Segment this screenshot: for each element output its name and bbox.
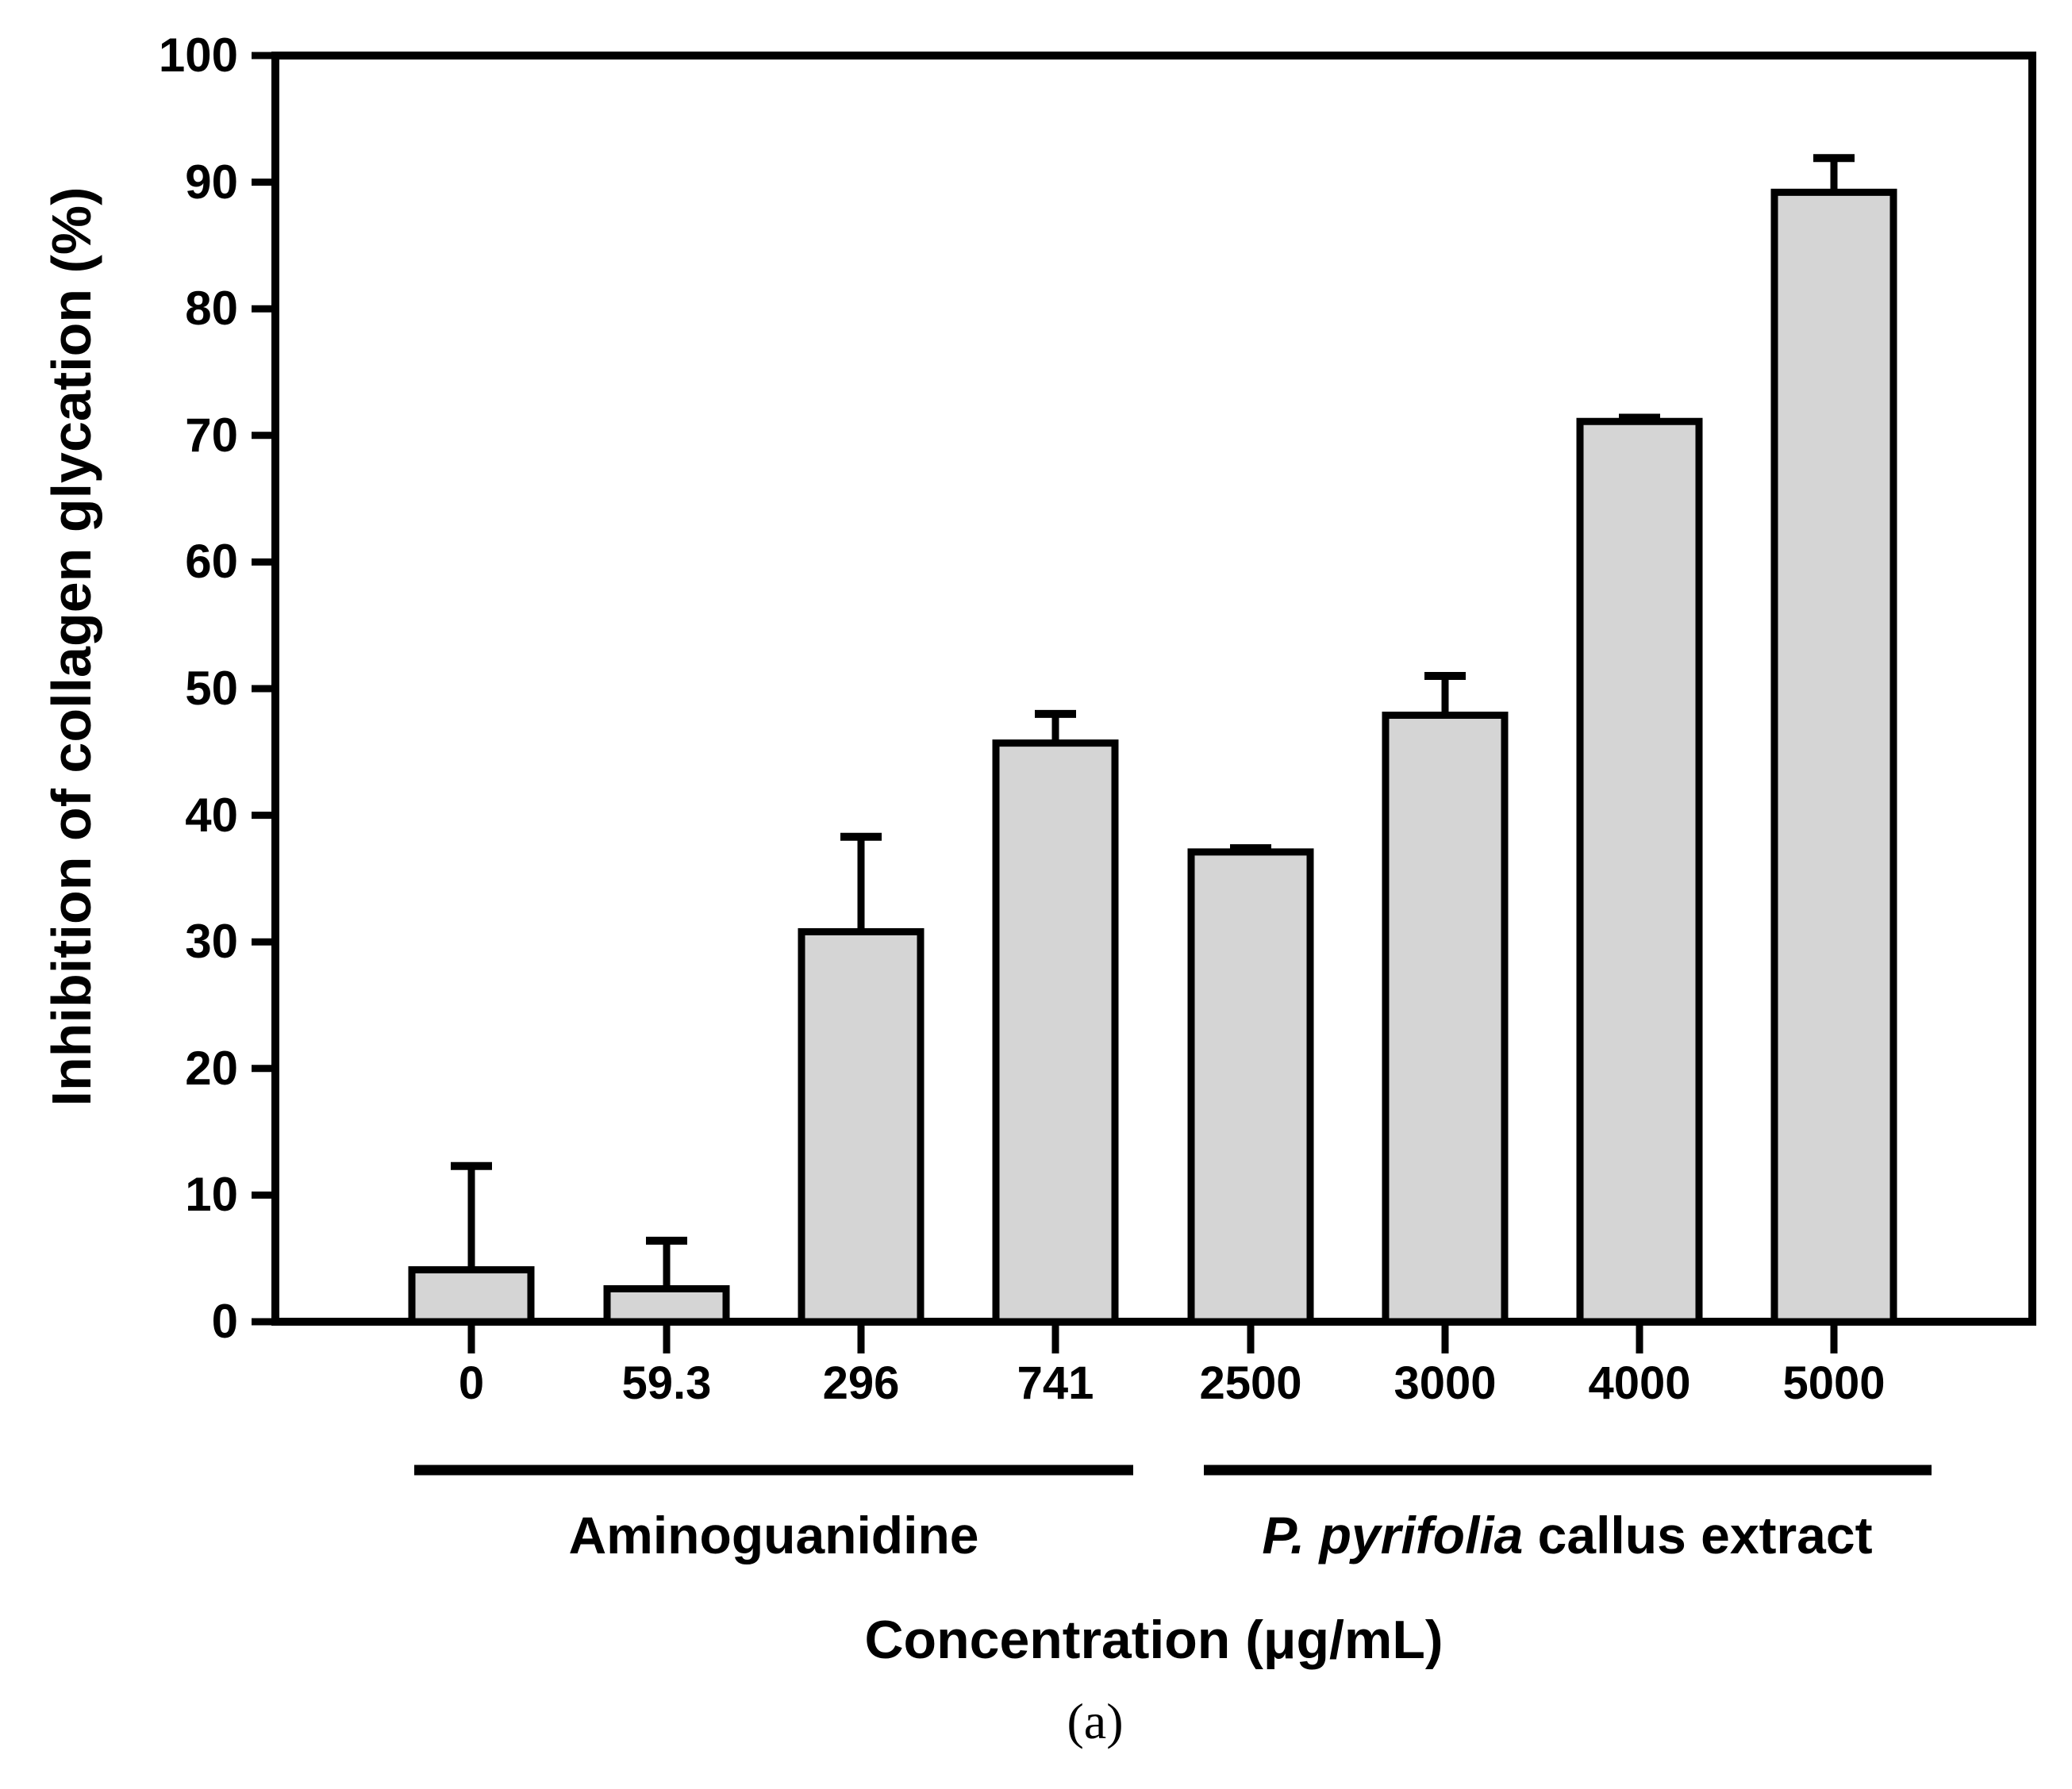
bar <box>1576 417 1703 1326</box>
y-tick-label: 50 <box>185 662 238 715</box>
x-tick-label: 5000 <box>1782 1357 1886 1409</box>
plot-frame <box>271 52 2036 1326</box>
x-tick-label: 3000 <box>1394 1357 1497 1409</box>
bar <box>1187 848 1314 1326</box>
panel-label: (a) <box>1067 1693 1124 1749</box>
bar <box>1382 712 1509 1326</box>
y-tick-label: 20 <box>185 1041 238 1095</box>
y-tick-label: 100 <box>158 29 238 82</box>
y-tick-label: 90 <box>185 155 238 209</box>
x-tick-label: 2500 <box>1199 1357 1302 1409</box>
y-tick-label: 70 <box>185 408 238 462</box>
bar <box>603 1285 730 1326</box>
y-tick-label: 30 <box>185 915 238 969</box>
x-tick-label: 4000 <box>1588 1357 1691 1409</box>
x-tick-label: 741 <box>1017 1357 1094 1409</box>
group-label-text: Aminoguanidine <box>568 1506 979 1564</box>
bar <box>1770 188 1897 1326</box>
group-label-pyrifolia-extract: P. pyrifolia callus extract <box>1131 1504 2004 1566</box>
group-label-text: callus extract <box>1523 1506 1873 1564</box>
group-label-aminoguanidine: Aminoguanidine <box>337 1504 1210 1566</box>
x-tick-label: 296 <box>822 1357 900 1409</box>
y-tick-label: 80 <box>185 282 238 336</box>
x-axis-title: Concentration (μg/mL) <box>864 1610 1443 1670</box>
x-tick-label: 59.3 <box>621 1357 712 1409</box>
bar <box>992 739 1119 1326</box>
bar <box>798 927 925 1326</box>
group-label-italic-part: P. pyrifolia <box>1262 1506 1524 1564</box>
y-tick-label: 10 <box>185 1168 238 1222</box>
y-tick-label: 60 <box>185 535 238 589</box>
bar <box>408 1266 535 1326</box>
x-tick-label: 0 <box>458 1357 485 1409</box>
y-tick-label: 40 <box>185 788 238 842</box>
y-tick-label: 0 <box>211 1295 238 1348</box>
